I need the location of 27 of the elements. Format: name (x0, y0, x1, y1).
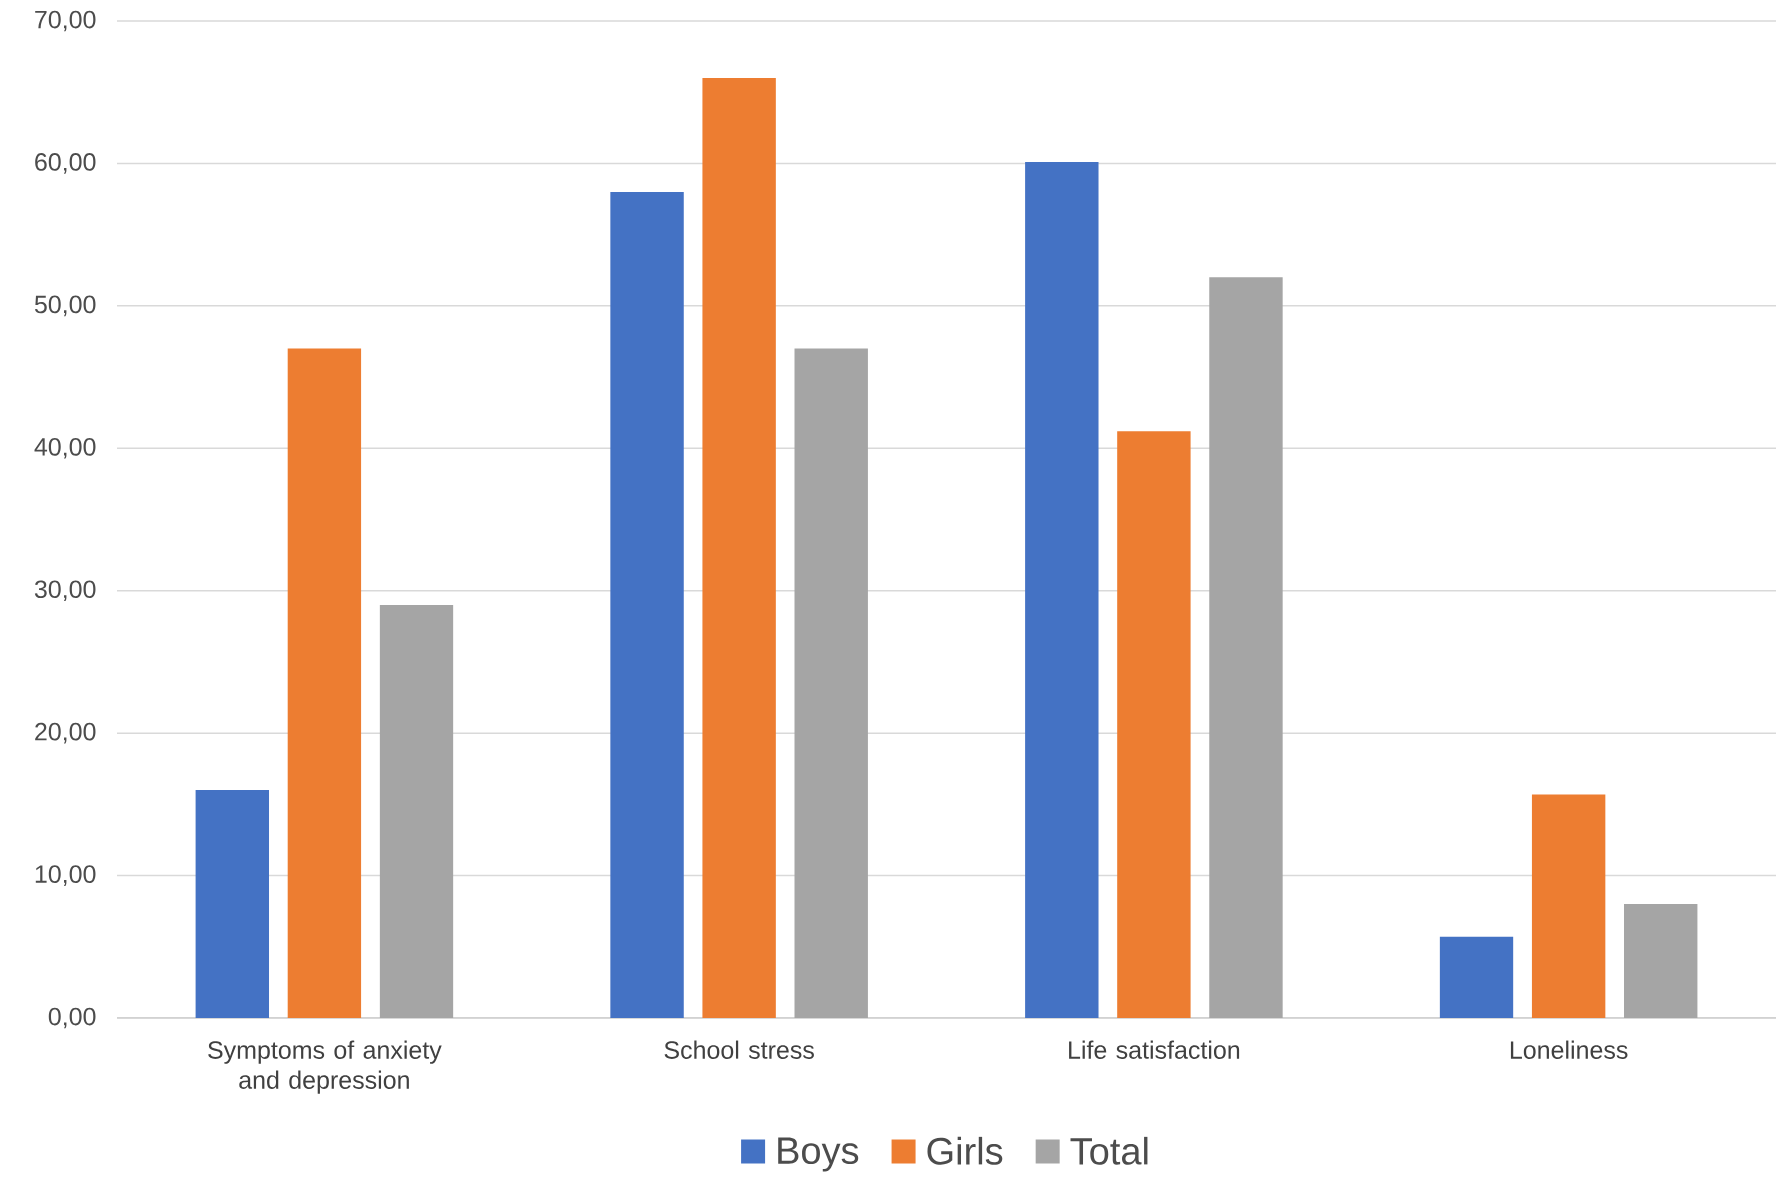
y-tick-label: 20,00 (35, 722, 96, 744)
bar (1531, 794, 1606, 1018)
bar (1439, 936, 1514, 1018)
y-tick-label: 10,00 (35, 865, 96, 886)
y-tick-label: 60,00 (35, 153, 96, 174)
legend-label: Total (1070, 1136, 1148, 1165)
legend-label: Boys (778, 1137, 859, 1172)
y-tick-label: 30,00 (34, 580, 96, 602)
x-tick-label: School stress (664, 1040, 814, 1059)
y-tick-label: 40,00 (34, 437, 96, 459)
bar (702, 77, 776, 1018)
x-tick-label: Symptoms of anxiety and depression (208, 1040, 442, 1094)
y-tick-label: 70,00 (35, 10, 96, 32)
x-tick-label: Loneliness (1510, 1040, 1628, 1059)
bar (1117, 431, 1191, 1018)
bar (1209, 277, 1283, 1018)
legend-label: Girls (927, 1136, 1003, 1165)
bar (195, 790, 270, 1018)
y-tick-label: 50,00 (34, 295, 96, 317)
x-tick-label: Life satisfaction (1069, 1040, 1240, 1059)
y-tick-label: 0,00 (48, 1007, 96, 1029)
bar (1624, 904, 1698, 1018)
bar (1025, 162, 1099, 1018)
bar (287, 348, 362, 1018)
bar (379, 604, 454, 1018)
bar (794, 348, 868, 1018)
bar (610, 191, 684, 1018)
